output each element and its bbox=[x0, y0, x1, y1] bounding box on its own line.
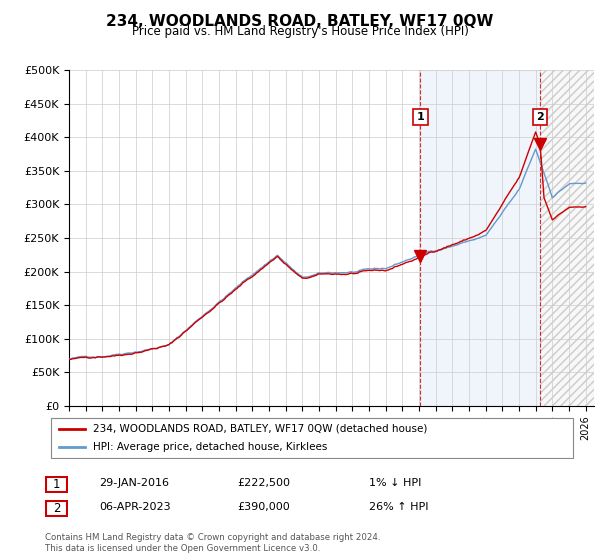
Text: HPI: Average price, detached house, Kirklees: HPI: Average price, detached house, Kirk… bbox=[93, 442, 327, 452]
Text: 1: 1 bbox=[53, 478, 60, 491]
Bar bbox=[540, 70, 594, 406]
Text: £390,000: £390,000 bbox=[237, 502, 290, 512]
Text: 1: 1 bbox=[416, 112, 424, 122]
Text: 1% ↓ HPI: 1% ↓ HPI bbox=[369, 478, 421, 488]
Text: £222,500: £222,500 bbox=[237, 478, 290, 488]
Bar bbox=[540, 70, 594, 406]
Text: 06-APR-2023: 06-APR-2023 bbox=[99, 502, 170, 512]
Text: Price paid vs. HM Land Registry's House Price Index (HPI): Price paid vs. HM Land Registry's House … bbox=[131, 25, 469, 38]
Text: 29-JAN-2016: 29-JAN-2016 bbox=[99, 478, 169, 488]
Text: 2: 2 bbox=[53, 502, 60, 515]
Bar bbox=[421, 70, 540, 406]
Text: Contains HM Land Registry data © Crown copyright and database right 2024.
This d: Contains HM Land Registry data © Crown c… bbox=[45, 533, 380, 553]
Text: 234, WOODLANDS ROAD, BATLEY, WF17 0QW: 234, WOODLANDS ROAD, BATLEY, WF17 0QW bbox=[106, 14, 494, 29]
Text: 234, WOODLANDS ROAD, BATLEY, WF17 0QW (detached house): 234, WOODLANDS ROAD, BATLEY, WF17 0QW (d… bbox=[93, 424, 427, 434]
Text: 2: 2 bbox=[536, 112, 544, 122]
FancyBboxPatch shape bbox=[50, 418, 574, 458]
Text: 26% ↑ HPI: 26% ↑ HPI bbox=[369, 502, 428, 512]
